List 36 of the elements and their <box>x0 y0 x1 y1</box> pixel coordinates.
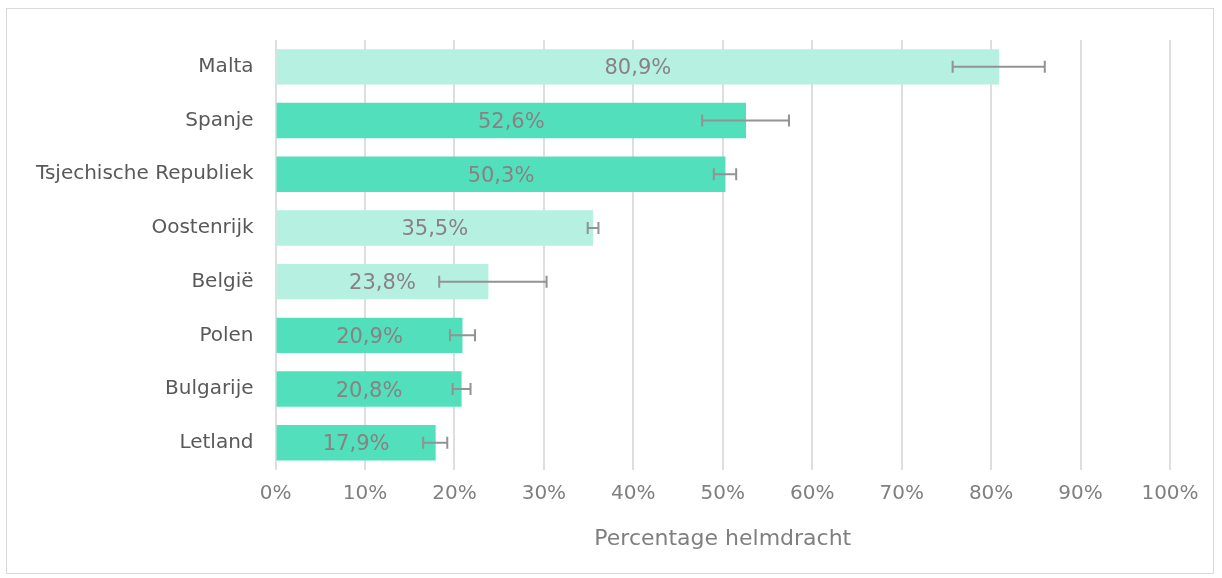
y-tick-label: Spanje <box>185 106 254 131</box>
data-label: 17,9% <box>322 431 390 456</box>
data-label: 23,8% <box>349 270 416 295</box>
y-tick-label: Bulgarije <box>164 375 254 400</box>
bar <box>276 371 462 407</box>
data-label: 20,8% <box>335 377 403 402</box>
x-tick-label: 100% <box>1141 479 1199 504</box>
y-tick-label: Letland <box>179 428 254 453</box>
bar <box>276 156 726 192</box>
x-tick-label: 20% <box>432 479 477 504</box>
x-tick-label: 50% <box>700 479 745 504</box>
bar <box>276 210 594 246</box>
y-tick-label: Malta <box>198 53 254 78</box>
bar <box>276 102 747 139</box>
data-label: 20,9% <box>336 323 403 348</box>
x-tick-label: 70% <box>879 479 924 504</box>
x-axis-title: Percentage helmdracht <box>594 524 852 550</box>
bar <box>276 263 489 300</box>
data-label: 50,3% <box>467 162 535 187</box>
y-tick-label: Tsjechische Republiek <box>34 160 254 185</box>
x-tick-label: 0% <box>259 479 292 504</box>
bar <box>276 317 463 354</box>
bar <box>276 49 1000 85</box>
y-tick-label: Oostenrijk <box>151 214 254 239</box>
data-label: 52,6% <box>477 109 545 133</box>
x-tick-label: 30% <box>521 479 567 504</box>
y-tick-label: België <box>191 267 254 292</box>
data-label: 35,5% <box>401 216 469 241</box>
bar <box>276 425 436 461</box>
x-tick-label: 80% <box>968 479 1014 504</box>
x-tick-label: 90% <box>1058 479 1103 504</box>
y-tick-label: Polen <box>199 321 254 346</box>
x-tick-label: 10% <box>342 479 388 504</box>
x-tick-label: 40% <box>611 479 656 504</box>
x-tick-label: 60% <box>789 479 835 504</box>
data-label: 80,9% <box>604 55 672 80</box>
